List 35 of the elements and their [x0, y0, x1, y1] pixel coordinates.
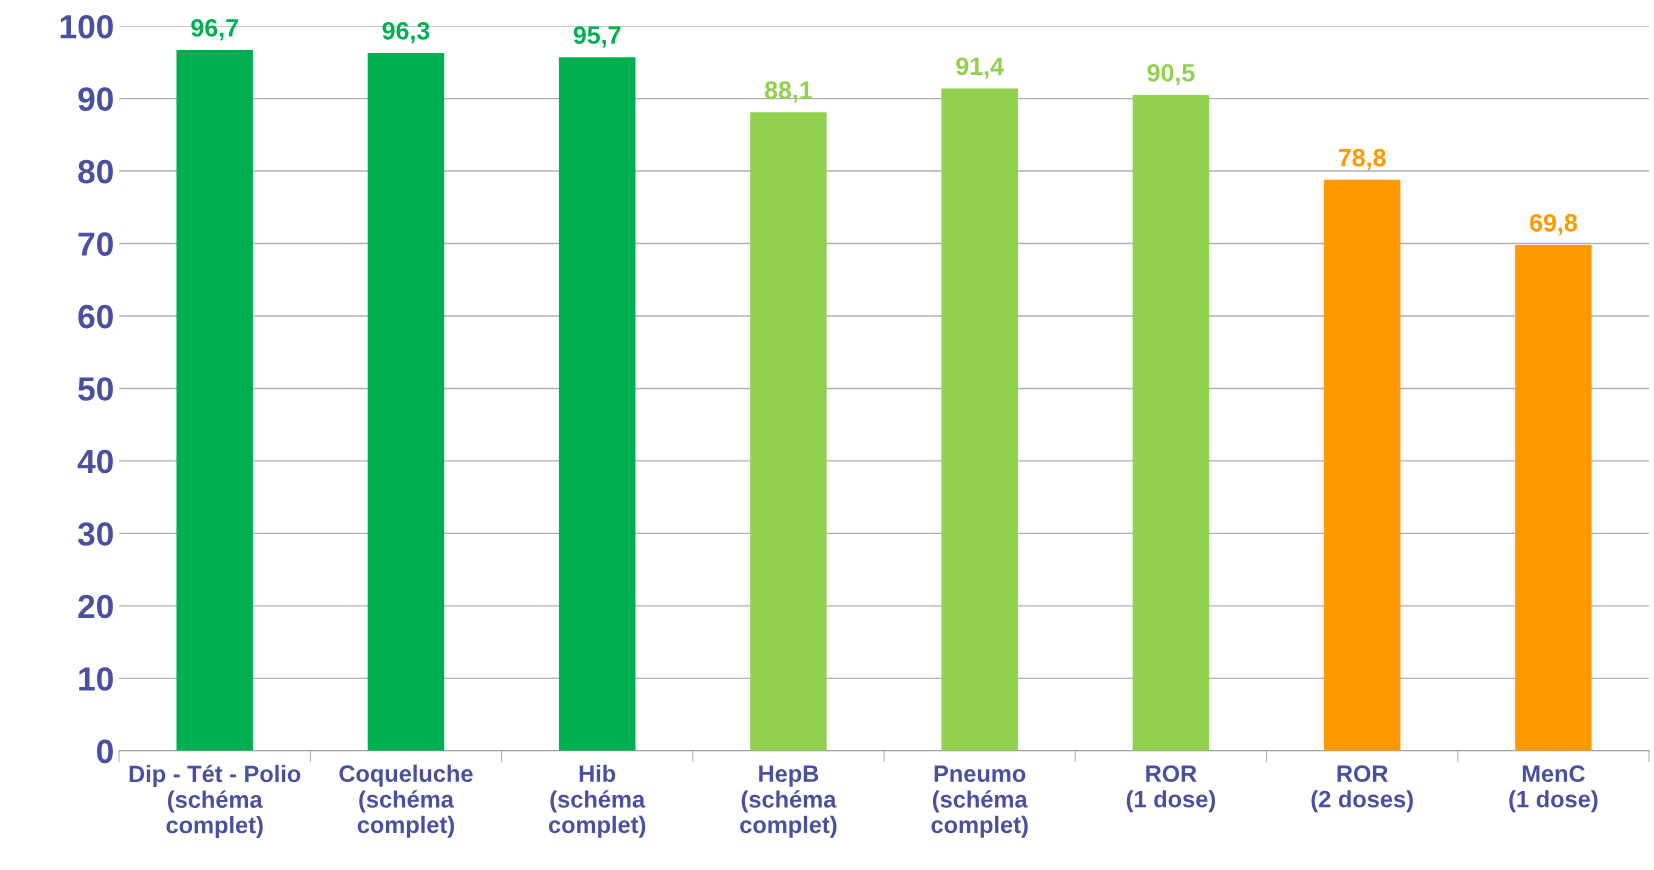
x-tick-label: Pneumo (schéma complet)	[931, 765, 1028, 838]
bar	[176, 50, 253, 751]
y-tick-label: 10	[79, 667, 113, 691]
y-tick-label: 30	[77, 522, 113, 546]
data-label: 96,7	[191, 19, 238, 41]
y-tick-label: 50	[78, 377, 113, 401]
y-tick-label: 100	[60, 14, 113, 39]
x-tick-label: Hib (schéma complet)	[548, 764, 646, 838]
data-label: 90,5	[1147, 63, 1195, 86]
data-label: 88,1	[764, 81, 813, 103]
bar	[558, 57, 636, 751]
bar	[750, 112, 827, 751]
bar	[941, 88, 1018, 751]
y-tick-label: 90	[78, 87, 113, 111]
data-label: 95,7	[573, 26, 621, 48]
y-tick-label: 60	[78, 304, 113, 329]
data-label: 78,8	[1338, 148, 1386, 171]
bar	[1515, 244, 1592, 751]
x-tick-label: MenC (1 dose)	[1509, 765, 1598, 813]
y-tick-label: 70	[78, 232, 113, 256]
bar	[1132, 94, 1210, 751]
x-tick-label: ROR (2 doses)	[1311, 765, 1413, 813]
bar	[1323, 179, 1401, 751]
x-tick-label: ROR (1 dose)	[1126, 765, 1216, 813]
y-tick-label: 80	[78, 159, 113, 184]
x-tick-label: Dip - Tét - Polio (schéma complet)	[129, 764, 301, 839]
data-label: 69,8	[1530, 213, 1577, 236]
bar	[367, 52, 445, 751]
data-label: 96,3	[382, 21, 430, 44]
data-label: 91,4	[956, 57, 1004, 79]
x-tick-label: Coqueluche (schéma complet)	[339, 764, 473, 838]
y-tick-label: 40	[77, 449, 113, 474]
y-tick-label: 0	[97, 739, 113, 764]
y-tick-label: 20	[78, 594, 113, 619]
x-tick-label: HepB (schéma complet)	[740, 765, 837, 838]
